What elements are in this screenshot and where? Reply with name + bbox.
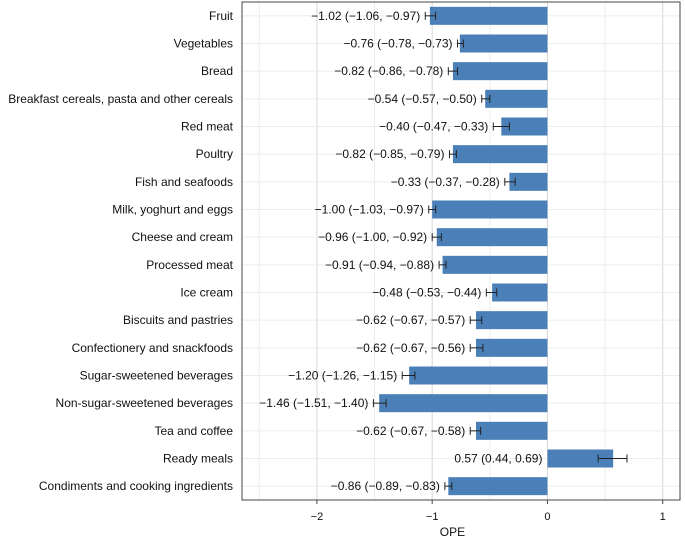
error-bar bbox=[597, 454, 628, 463]
data-label: 0.57 (0.44, 0.69) bbox=[454, 452, 542, 466]
category-label: Processed meat bbox=[146, 258, 233, 272]
error-bar bbox=[438, 260, 447, 269]
x-tick-label: −2 bbox=[311, 511, 324, 523]
x-tick-label: 0 bbox=[544, 511, 550, 523]
bar bbox=[452, 62, 548, 81]
bar bbox=[501, 117, 548, 136]
category-label: Fruit bbox=[209, 9, 234, 23]
category-label: Ice cream bbox=[180, 286, 233, 300]
category-label: Biscuits and pastries bbox=[123, 313, 233, 327]
error-bar bbox=[492, 122, 510, 131]
data-label: −0.76 (−0.78, −0.73) bbox=[343, 37, 452, 51]
data-label: −1.02 (−1.06, −0.97) bbox=[311, 9, 420, 23]
data-label: −0.96 (−1.00, −0.92) bbox=[318, 230, 427, 244]
bar bbox=[379, 394, 548, 413]
bar bbox=[409, 366, 548, 385]
axis-layer: −2 −1 0 1 bbox=[311, 500, 666, 523]
error-bar bbox=[504, 177, 516, 186]
error-bar bbox=[469, 343, 484, 352]
error-bar bbox=[448, 150, 457, 159]
bar bbox=[459, 34, 548, 53]
data-label: −0.62 (−0.67, −0.57) bbox=[356, 313, 465, 327]
bar bbox=[429, 6, 548, 25]
category-label: Red meat bbox=[181, 120, 234, 134]
x-tick-label: 1 bbox=[660, 511, 666, 523]
bar-layer bbox=[372, 6, 628, 496]
bar bbox=[492, 283, 548, 302]
x-tick-label: −1 bbox=[426, 511, 439, 523]
category-label: Breakfast cereals, pasta and other cerea… bbox=[8, 92, 233, 106]
data-label: −1.20 (−1.26, −1.15) bbox=[288, 369, 397, 383]
category-label: Tea and coffee bbox=[154, 424, 233, 438]
data-label: −0.62 (−0.67, −0.56) bbox=[356, 341, 465, 355]
category-label: Vegetables bbox=[174, 37, 233, 51]
error-bar bbox=[431, 233, 442, 242]
category-label: Ready meals bbox=[163, 452, 233, 466]
error-bar bbox=[457, 39, 464, 48]
data-label: −0.91 (−0.94, −0.88) bbox=[325, 258, 434, 272]
bar bbox=[475, 311, 548, 330]
bar bbox=[432, 200, 548, 219]
error-bar bbox=[447, 67, 459, 76]
category-label: Cheese and cream bbox=[132, 230, 233, 244]
error-bar bbox=[424, 11, 437, 20]
error-bar bbox=[444, 482, 453, 491]
bar bbox=[442, 255, 548, 274]
category-label: Non-sugar-sweetened beverages bbox=[56, 396, 233, 410]
data-label: −0.33 (−0.37, −0.28) bbox=[391, 175, 500, 189]
category-label: Condiments and cooking ingredients bbox=[39, 479, 233, 493]
data-label: −1.46 (−1.51, −1.40) bbox=[259, 396, 368, 410]
category-label: Bread bbox=[201, 64, 233, 78]
bar bbox=[448, 477, 548, 496]
label-layer: Fruit −1.02 (−1.06, −0.97) Vegetables −0.76… bbox=[8, 9, 542, 493]
error-bar bbox=[485, 288, 498, 297]
bar bbox=[436, 228, 548, 247]
plot-frame bbox=[241, 1, 681, 501]
data-label: −0.82 (−0.85, −0.79) bbox=[335, 147, 444, 161]
category-label: Milk, yoghurt and eggs bbox=[112, 203, 233, 217]
bar bbox=[475, 338, 548, 357]
data-label: −0.48 (−0.53, −0.44) bbox=[372, 286, 481, 300]
bar bbox=[547, 449, 614, 468]
data-label: −0.86 (−0.89, −0.83) bbox=[331, 479, 440, 493]
error-bar bbox=[481, 94, 491, 103]
category-label: Confectionery and snackfoods bbox=[72, 341, 233, 355]
bar bbox=[509, 172, 548, 191]
bar bbox=[475, 421, 548, 440]
x-axis-title: OPE bbox=[440, 525, 465, 539]
category-label: Sugar-sweetened beverages bbox=[80, 369, 233, 383]
error-bar bbox=[428, 205, 437, 214]
data-label: −1.00 (−1.03, −0.97) bbox=[315, 203, 424, 217]
data-label: −0.82 (−0.86, −0.78) bbox=[334, 64, 443, 78]
data-label: −0.40 (−0.47, −0.33) bbox=[379, 120, 488, 134]
bar bbox=[485, 89, 548, 108]
data-label: −0.54 (−0.57, −0.50) bbox=[368, 92, 477, 106]
bar bbox=[452, 145, 548, 164]
error-bar bbox=[469, 426, 482, 435]
error-bar bbox=[372, 399, 387, 408]
data-label: −0.62 (−0.67, −0.58) bbox=[356, 424, 465, 438]
category-label: Fish and seafoods bbox=[135, 175, 233, 189]
error-bar bbox=[401, 371, 416, 380]
error-bar bbox=[469, 316, 483, 325]
category-label: Poultry bbox=[196, 147, 233, 161]
